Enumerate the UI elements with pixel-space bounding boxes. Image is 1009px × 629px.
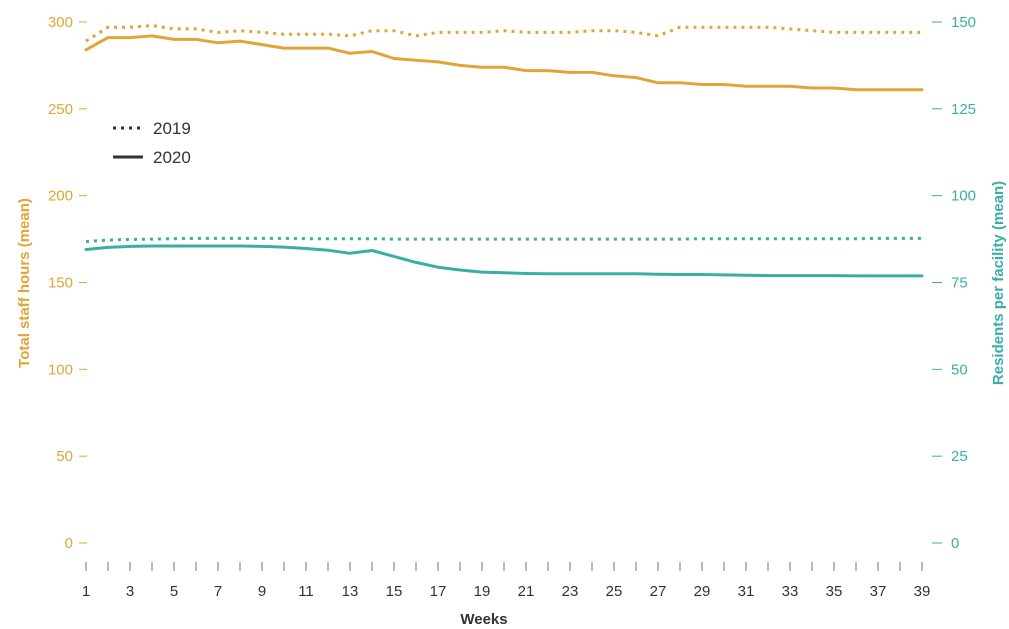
- legend: 2019 2020: [113, 119, 191, 167]
- x-axis-tick-label: 5: [170, 583, 178, 600]
- left-axis-tick-label: 150: [48, 275, 73, 292]
- x-axis-tick-label: 21: [518, 583, 535, 600]
- x-axis-tick-label: 39: [914, 583, 931, 600]
- x-axis-tick-label: 11: [298, 583, 314, 600]
- left-axis-tick-label: 250: [48, 101, 73, 118]
- x-axis-tick-label: 35: [826, 583, 843, 600]
- legend-label-2019: 2019: [153, 119, 191, 138]
- series-layer: [84, 24, 924, 278]
- x-axis-tick-label: 29: [694, 583, 711, 600]
- x-axis-tick-label: 31: [738, 583, 755, 600]
- series-line-staff-hours-2019: [85, 24, 922, 43]
- left-axis-tick-label: 200: [48, 188, 73, 205]
- series-line-staff-hours-2020: [84, 34, 924, 92]
- x-axis-title: Weeks: [460, 611, 507, 628]
- right-axis-tick-label: 75: [951, 275, 968, 292]
- series-line-residents-2019: [85, 236, 922, 243]
- x-axis-tick-label: 17: [430, 583, 447, 600]
- x-axis-tick-label: 33: [782, 583, 799, 600]
- x-axis-tick-label: 9: [258, 583, 266, 600]
- left-axis-title: Total staff hours (mean): [16, 198, 33, 368]
- x-axis-tick-label: 19: [474, 583, 491, 600]
- x-axis-tick-label: 25: [606, 583, 623, 600]
- x-axis-tick-label: 13: [342, 583, 359, 600]
- right-axis-title: Residents per facility (mean): [990, 181, 1007, 385]
- x-axis-tick-label: 3: [126, 583, 134, 600]
- right-axis-tick-label: 25: [951, 448, 968, 465]
- x-axis-tick-label: 1: [82, 583, 90, 600]
- left-axis-tick-label: 300: [48, 14, 73, 31]
- series-line-residents-2020: [84, 244, 924, 278]
- x-axis-tick-label: 23: [562, 583, 579, 600]
- right-axis-tick-label: 150: [951, 14, 976, 31]
- right-axis-tick-label: 100: [951, 188, 976, 205]
- legend-label-2020: 2020: [153, 148, 191, 167]
- x-axis-tick-label: 7: [214, 583, 222, 600]
- right-axis-tick-label: 0: [951, 535, 959, 552]
- x-axis-tick-label: 15: [386, 583, 403, 600]
- right-axis-tick-label: 125: [951, 101, 976, 118]
- left-axis-tick-label: 100: [48, 361, 73, 378]
- x-axis-tick-label: 27: [650, 583, 667, 600]
- left-axis-tick-label: 0: [65, 535, 73, 552]
- x-axis-tick-label: 37: [870, 583, 887, 600]
- left-axis-tick-label: 50: [56, 448, 73, 465]
- right-axis-tick-label: 50: [951, 361, 968, 378]
